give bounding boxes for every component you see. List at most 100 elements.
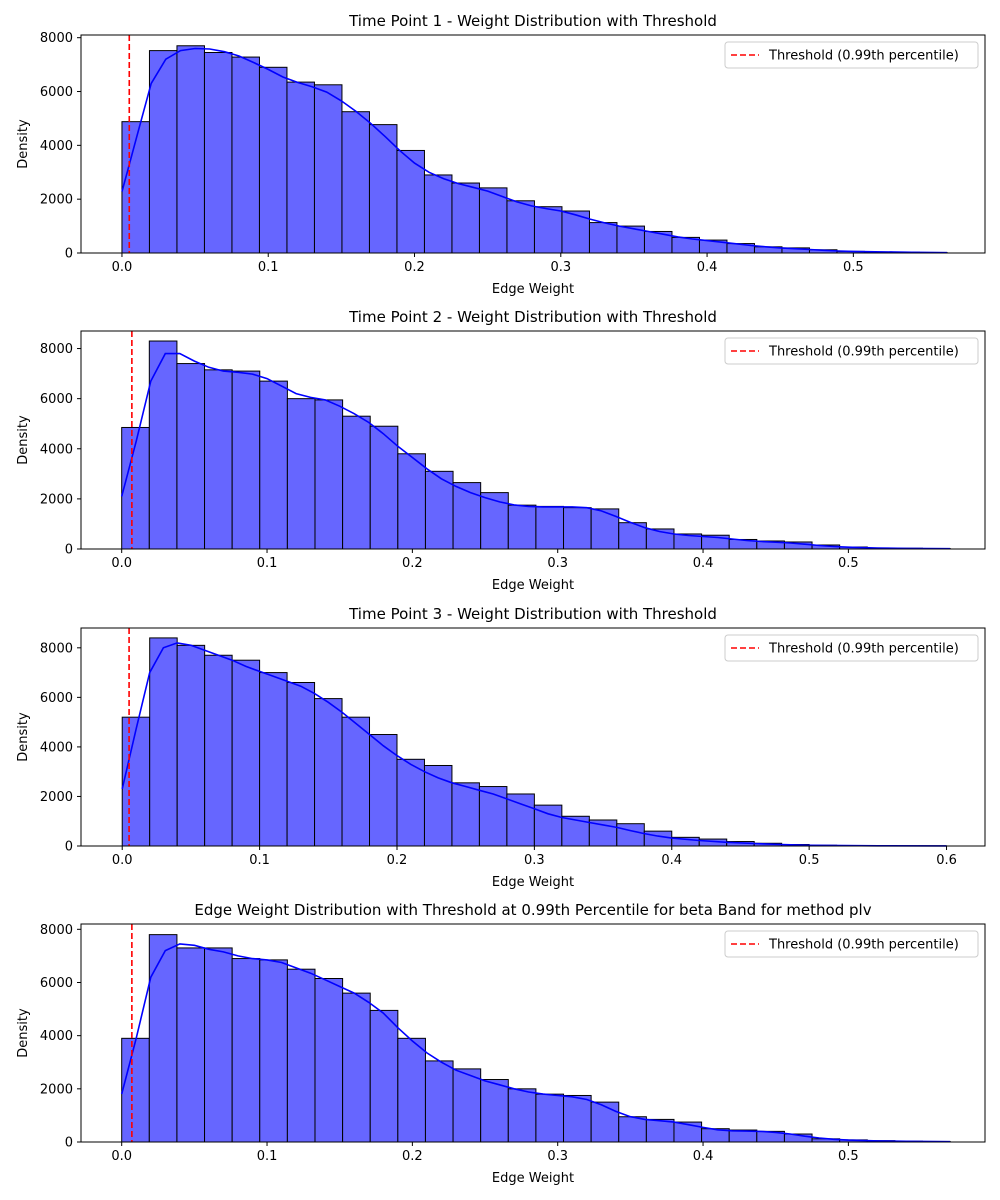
histogram-bar bbox=[588, 222, 618, 254]
histogram-bar bbox=[535, 1093, 565, 1143]
axes-frame bbox=[80, 627, 986, 847]
histogram-bar bbox=[149, 637, 178, 847]
histogram-bar bbox=[369, 1009, 399, 1143]
histogram-bar bbox=[148, 340, 178, 550]
histogram-bar bbox=[231, 958, 261, 1143]
legend-label: Threshold (0.99th percentile) bbox=[768, 938, 959, 953]
y-tick-label: 6000 bbox=[40, 392, 73, 407]
x-tick-label: 0.2 bbox=[387, 853, 408, 868]
histogram-bar bbox=[452, 482, 482, 550]
histogram-bar bbox=[176, 947, 206, 1143]
histogram-bar bbox=[533, 206, 563, 254]
axes-frame bbox=[80, 923, 986, 1143]
x-tick-label: 0.0 bbox=[111, 556, 132, 571]
legend-box bbox=[724, 41, 979, 69]
histogram-bar bbox=[424, 1060, 454, 1143]
y-tick-label: 4000 bbox=[40, 740, 73, 755]
kde-curve bbox=[120, 352, 951, 550]
histogram-bar bbox=[314, 698, 343, 847]
histogram-bar bbox=[506, 200, 535, 254]
x-tick-label: 0.2 bbox=[404, 260, 425, 275]
histogram-bar bbox=[451, 782, 480, 847]
x-axis-label: Edge Weight bbox=[492, 282, 574, 297]
histogram-bar bbox=[121, 716, 151, 847]
y-tick-label: 2000 bbox=[40, 790, 73, 805]
histogram-bar bbox=[643, 830, 673, 847]
chart-title: Time Point 1 - Weight Distribution with … bbox=[348, 12, 717, 30]
x-tick-label: 0.3 bbox=[547, 1149, 568, 1164]
x-tick-label: 0.1 bbox=[257, 556, 278, 571]
histogram-bar bbox=[397, 1037, 426, 1143]
histogram-bar bbox=[176, 363, 206, 550]
legend: Threshold (0.99th percentile) bbox=[724, 634, 979, 662]
y-axis-label: Density bbox=[16, 119, 31, 169]
x-tick-label: 0.1 bbox=[249, 853, 270, 868]
x-tick-label: 0.5 bbox=[838, 1149, 859, 1164]
x-tick-label: 0.4 bbox=[693, 556, 714, 571]
y-tick-label: 0 bbox=[65, 247, 73, 262]
legend-label: Threshold (0.99th percentile) bbox=[768, 49, 959, 64]
histogram-bar bbox=[645, 1118, 675, 1143]
y-axis-label: Density bbox=[16, 1008, 31, 1058]
histogram-bar bbox=[314, 978, 344, 1143]
histogram-bar bbox=[423, 764, 453, 847]
x-tick-label: 0.3 bbox=[550, 260, 571, 275]
histogram-bar bbox=[563, 507, 592, 550]
histogram-bar bbox=[616, 823, 645, 847]
chart-title: Time Point 3 - Weight Distribution with … bbox=[348, 605, 717, 623]
histogram-bar bbox=[396, 758, 425, 847]
histogram-bar bbox=[480, 1079, 509, 1143]
histogram-bar bbox=[423, 174, 453, 254]
histogram-bar bbox=[176, 45, 205, 254]
histogram-bar bbox=[121, 1037, 150, 1143]
y-tick-label: 4000 bbox=[40, 1029, 73, 1044]
y-tick-label: 8000 bbox=[40, 923, 73, 938]
histogram-bar bbox=[342, 415, 371, 550]
histogram-bar bbox=[341, 111, 370, 254]
histogram-bar bbox=[369, 734, 398, 847]
x-axis-label: Edge Weight bbox=[492, 1171, 574, 1186]
x-tick-label: 0.6 bbox=[936, 853, 957, 868]
y-tick-label: 0 bbox=[65, 1136, 73, 1151]
x-tick-label: 0.3 bbox=[547, 556, 568, 571]
x-tick-label: 0.4 bbox=[661, 853, 682, 868]
histogram-bar bbox=[176, 644, 206, 847]
chart-panel-4: Edge Weight Distribution with Threshold … bbox=[16, 901, 986, 1186]
kde-curve bbox=[121, 642, 947, 847]
histogram-bar bbox=[369, 425, 399, 550]
histogram-bar bbox=[618, 1116, 647, 1143]
histogram-bar bbox=[286, 398, 316, 550]
y-tick-label: 2000 bbox=[40, 1082, 73, 1097]
histogram-bar bbox=[506, 793, 535, 847]
x-axis-label: Edge Weight bbox=[492, 578, 574, 593]
y-tick-label: 4000 bbox=[40, 139, 73, 154]
histogram-bar bbox=[342, 992, 371, 1143]
y-tick-label: 6000 bbox=[40, 976, 73, 991]
legend-box bbox=[724, 930, 979, 958]
histogram-bar bbox=[148, 934, 178, 1143]
x-tick-label: 0.5 bbox=[838, 556, 859, 571]
y-axis-label: Density bbox=[16, 712, 31, 762]
x-tick-label: 0.1 bbox=[258, 260, 279, 275]
x-tick-label: 0.5 bbox=[799, 853, 820, 868]
y-tick-label: 6000 bbox=[40, 691, 73, 706]
histogram-bar bbox=[259, 959, 288, 1143]
histogram-bar bbox=[314, 399, 344, 550]
histogram-bar bbox=[148, 50, 178, 254]
histogram-bar bbox=[535, 505, 565, 550]
histogram-bar bbox=[286, 968, 316, 1143]
legend-box bbox=[724, 337, 979, 365]
x-tick-label: 0.4 bbox=[693, 1149, 714, 1164]
histogram-bar bbox=[231, 56, 260, 254]
axes-frame bbox=[80, 330, 986, 550]
histogram-bar bbox=[590, 1101, 620, 1143]
chart-title: Time Point 2 - Weight Distribution with … bbox=[348, 308, 717, 326]
histogram-bar bbox=[231, 659, 261, 847]
x-tick-label: 0.0 bbox=[111, 1149, 132, 1164]
chart-panel-1: Time Point 1 - Weight Distribution with … bbox=[16, 12, 986, 297]
legend-label: Threshold (0.99th percentile) bbox=[768, 642, 959, 657]
histogram-bar bbox=[259, 672, 288, 847]
x-tick-label: 0.2 bbox=[402, 1149, 423, 1164]
histogram-bar bbox=[204, 369, 233, 550]
